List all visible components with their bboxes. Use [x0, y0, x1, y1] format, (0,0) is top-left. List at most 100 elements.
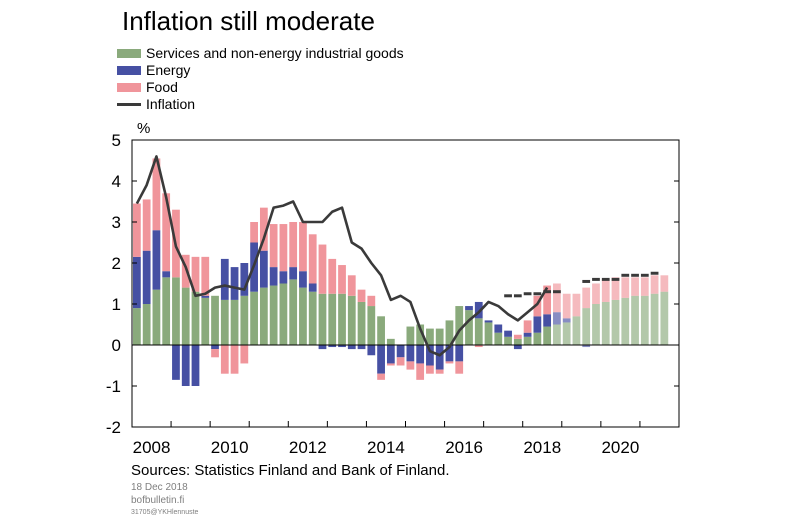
bar-services	[152, 289, 161, 345]
bar-energy	[562, 318, 571, 323]
bar-services	[172, 277, 180, 345]
bar-services	[240, 295, 249, 345]
bar-services	[513, 338, 522, 345]
bar-services	[445, 320, 454, 345]
bar-services	[308, 291, 317, 345]
bar-food	[191, 256, 200, 292]
bar-services	[377, 316, 385, 345]
bar-services	[582, 308, 591, 345]
legend-item-inflation: Inflation	[117, 96, 404, 113]
bar-energy	[406, 345, 415, 362]
bar-services	[640, 295, 649, 345]
bar-food	[386, 363, 395, 366]
legend-swatch-energy	[117, 66, 141, 75]
bar-services	[416, 324, 425, 345]
bar-energy	[426, 345, 434, 366]
bar-services	[650, 293, 659, 345]
bar-food	[543, 285, 552, 315]
bar-food	[308, 234, 317, 284]
bar-energy	[582, 345, 591, 348]
bar-food	[152, 158, 161, 231]
bar-food	[572, 293, 581, 317]
bar-services	[484, 322, 493, 345]
bar-food	[289, 222, 298, 268]
bar-services	[328, 293, 337, 345]
bar-services	[533, 332, 542, 345]
bar-services	[201, 297, 210, 345]
bar-services	[660, 291, 669, 345]
bar-energy	[211, 345, 219, 350]
bar-services	[494, 332, 503, 345]
bar-food	[445, 361, 454, 364]
bar-services	[357, 301, 366, 345]
bar-energy	[269, 267, 278, 286]
y-tick-label: 1	[112, 295, 121, 314]
bar-energy	[279, 271, 288, 284]
bar-energy	[133, 256, 141, 309]
bar-food	[142, 199, 151, 251]
bar-energy	[533, 316, 542, 333]
bar-food	[240, 345, 249, 364]
bar-services	[504, 336, 512, 345]
legend-label-services: Services and non-energy industrial goods	[146, 45, 404, 61]
bar-services	[543, 326, 552, 345]
bar-energy	[308, 283, 317, 292]
bar-food	[133, 203, 141, 257]
bar-energy	[513, 345, 522, 350]
bar-services	[289, 279, 298, 345]
bar-services	[191, 291, 200, 345]
bar-food	[299, 222, 307, 272]
chart-title: Inflation still moderate	[122, 6, 375, 36]
bar-services	[426, 328, 434, 345]
y-unit-label: %	[137, 120, 151, 137]
chart-code: 31705@YKHlennuste	[131, 509, 199, 516]
bar-services	[601, 301, 610, 345]
y-tick-label: 2	[112, 254, 121, 273]
bar-services	[279, 283, 288, 345]
bar-energy	[396, 345, 405, 358]
y-tick-label: 4	[112, 172, 121, 191]
bar-food	[650, 275, 659, 294]
bar-food	[416, 363, 425, 380]
bar-energy	[484, 320, 493, 323]
bar-food	[640, 277, 649, 296]
bar-energy	[259, 250, 268, 288]
bar-services	[181, 287, 190, 345]
bar-services	[435, 328, 444, 345]
source-note: Sources: Statistics Finland and Bank of …	[131, 462, 450, 479]
bar-energy	[455, 345, 464, 362]
bar-energy	[299, 271, 307, 288]
bar-food	[631, 277, 639, 296]
bar-services	[162, 277, 171, 345]
x-tick-label: 2018	[523, 438, 561, 457]
bar-energy	[162, 271, 171, 278]
bar-energy	[377, 345, 385, 374]
bar-food	[162, 193, 171, 272]
publish-date: 18 Dec 2018	[131, 482, 188, 493]
bar-energy	[152, 230, 161, 290]
bar-energy	[181, 345, 190, 386]
y-tick-label: -2	[106, 418, 121, 437]
bar-services	[474, 318, 483, 345]
bar-energy	[201, 295, 210, 298]
bar-services	[611, 299, 620, 345]
bar-energy	[416, 345, 425, 364]
bar-energy	[494, 324, 503, 333]
legend-label-inflation: Inflation	[146, 96, 196, 112]
bar-food	[357, 289, 366, 302]
inflation-line	[135, 155, 549, 357]
bar-services	[455, 306, 464, 345]
bar-food	[435, 369, 444, 374]
legend-item-energy: Energy	[117, 62, 404, 79]
bar-services	[592, 304, 600, 345]
legend-item-food: Food	[117, 79, 404, 96]
bar-food	[611, 277, 620, 300]
bar-food	[533, 295, 542, 317]
bar-services	[269, 285, 278, 345]
bar-services	[133, 308, 141, 345]
bar-energy	[386, 345, 395, 364]
bar-energy	[553, 312, 561, 325]
bar-food	[592, 283, 600, 304]
bar-energy	[347, 345, 356, 350]
bar-energy	[328, 345, 337, 348]
